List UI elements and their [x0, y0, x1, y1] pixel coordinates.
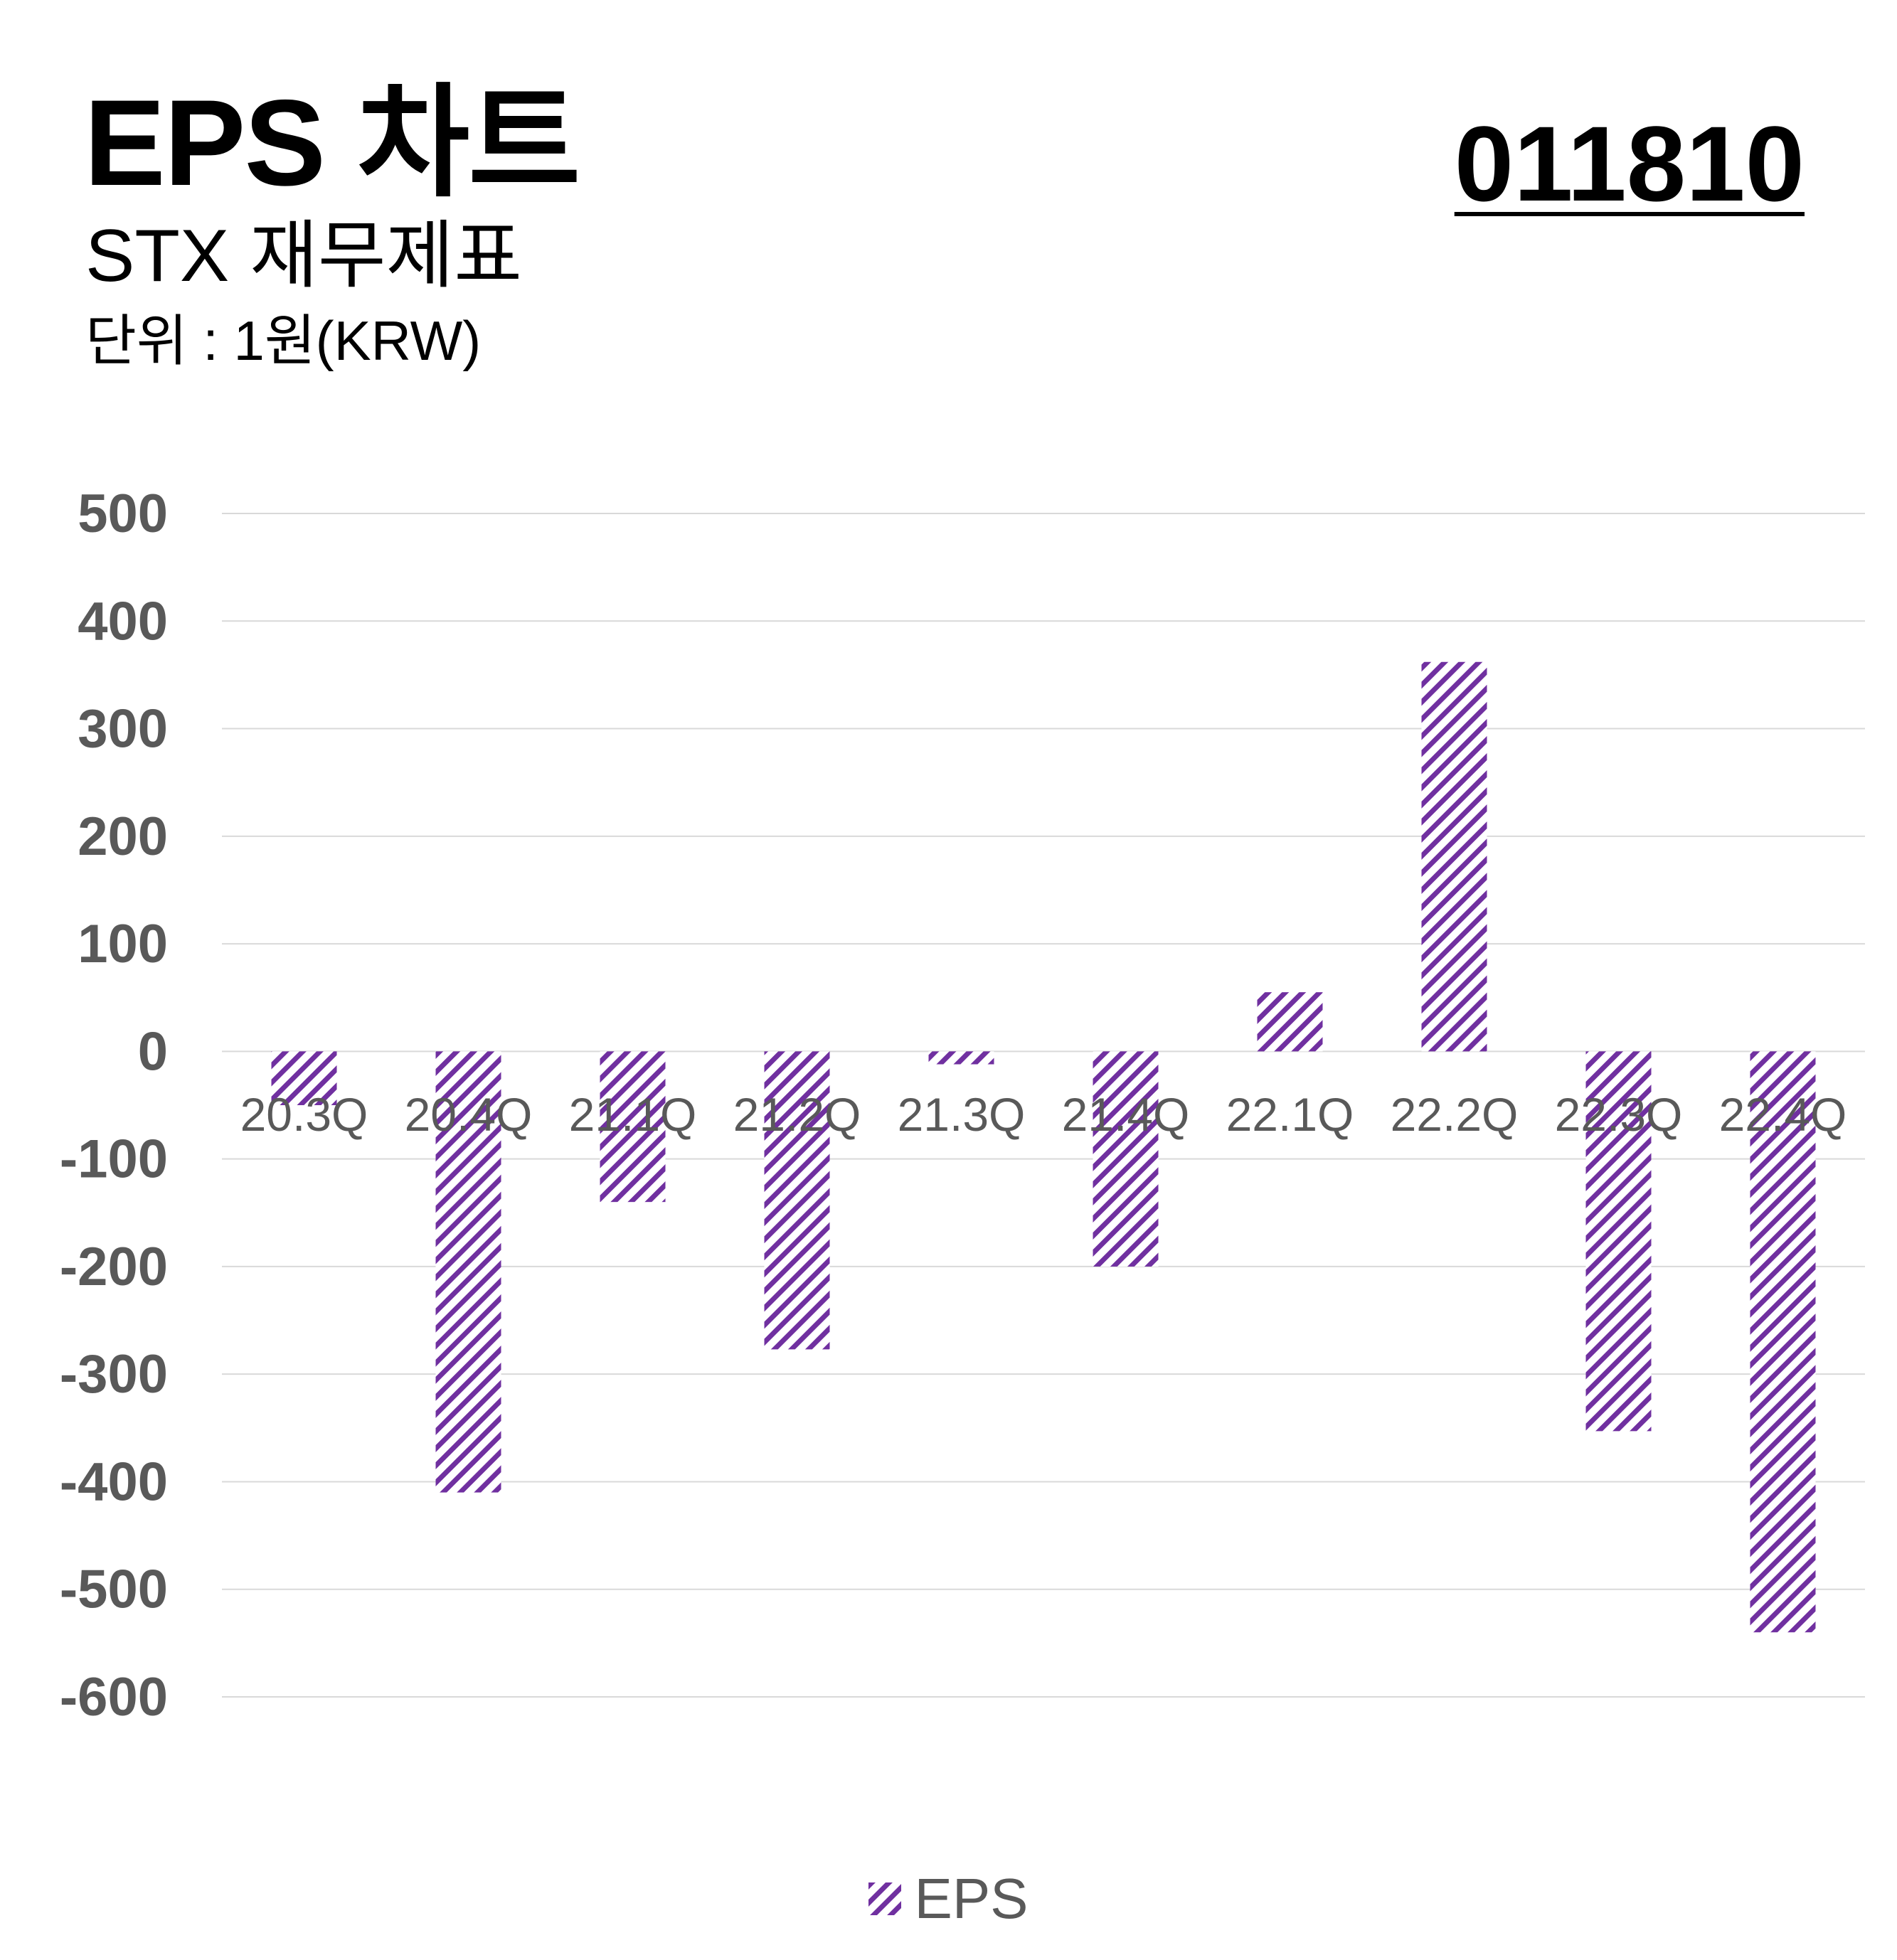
y-tick-label: 500 [78, 484, 168, 544]
chart-subtitle: STX 재무제표 [85, 215, 522, 297]
y-tick-label: -500 [60, 1560, 168, 1620]
stock-code: 011810 [1454, 104, 1805, 223]
legend-swatch [868, 1882, 902, 1915]
bar-22.3Q [1585, 1051, 1652, 1432]
x-tick-label: 22.2Q [1391, 1088, 1519, 1141]
y-axis-ticks: 500 400 300 200 100 0 -100 -200 -300 -400 -500 -600 [60, 484, 168, 1727]
bar-20.3Q [271, 1051, 337, 1105]
x-tick-label: 22.3Q [1555, 1088, 1683, 1141]
y-tick-label: 200 [78, 806, 168, 867]
y-tick-label: -300 [60, 1344, 168, 1405]
bar-21.1Q [600, 1051, 666, 1203]
bar-22.2Q [1421, 661, 1487, 1052]
y-tick-label: 400 [78, 591, 168, 651]
bars [271, 661, 1816, 1633]
x-tick-label: 21.1Q [569, 1088, 697, 1141]
y-tick-label: 300 [78, 699, 168, 760]
x-tick-label: 22.4Q [1719, 1088, 1847, 1141]
bar-21.2Q [764, 1051, 830, 1350]
legend-label-eps: EPS [914, 1867, 1029, 1930]
y-tick-label: 100 [78, 914, 168, 974]
y-tick-label: 0 [138, 1021, 168, 1082]
bar-22.1Q [1257, 992, 1323, 1052]
bar-21.3Q [928, 1051, 994, 1065]
bar-22.4Q [1750, 1051, 1816, 1633]
unit-label: 단위 : 1원(KRW) [85, 309, 482, 372]
bar-20.4Q [435, 1051, 501, 1493]
bar-21.4Q [1093, 1051, 1159, 1267]
y-tick-label: -400 [60, 1452, 168, 1512]
x-tick-label: 20.3Q [240, 1088, 368, 1141]
x-axis-ticks: 20.3Q 20.4Q 21.1Q 21.2Q 21.3Q 21.4Q 22.1Q 22.2Q… [240, 1088, 1847, 1141]
y-tick-label: -100 [60, 1129, 168, 1190]
x-tick-label: 20.4Q [405, 1088, 533, 1141]
x-tick-label: 22.1Q [1226, 1088, 1354, 1141]
x-tick-label: 21.4Q [1062, 1088, 1190, 1141]
x-tick-label: 21.2Q [733, 1088, 861, 1141]
legend: EPS [0, 1870, 1897, 1927]
y-tick-label: -600 [60, 1667, 168, 1727]
x-tick-label: 21.3Q [898, 1088, 1026, 1141]
chart-title: EPS 차트 [84, 75, 580, 211]
y-tick-label: -200 [60, 1237, 168, 1297]
